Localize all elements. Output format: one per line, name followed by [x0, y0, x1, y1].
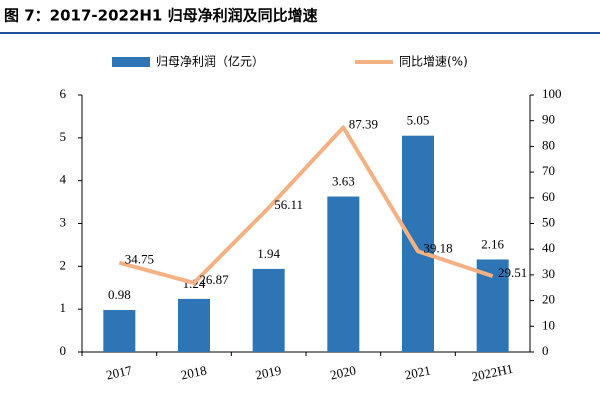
line-value-label: 26.87 [199, 272, 229, 287]
y2-tick-label: 20 [542, 292, 555, 307]
y2-tick-label: 60 [542, 189, 555, 204]
y2-tick-label: 30 [542, 266, 555, 281]
x-tick-label: 2017 [105, 362, 134, 382]
line [118, 125, 494, 285]
chart-title: 图 7：2017-2022H1 归母净利润及同比增速 [4, 7, 318, 25]
x-tick-label: 2020 [329, 362, 358, 382]
y-tick-label: 4 [60, 172, 67, 187]
bar [327, 196, 360, 352]
x-tick-label: 2021 [403, 362, 432, 382]
y2-tick-label: 0 [542, 343, 549, 358]
y2-tick-label: 70 [542, 163, 555, 178]
bar-value-label: 3.63 [332, 173, 355, 188]
x-tick-label: 2022H1 [470, 361, 514, 384]
y2-tick-label: 40 [542, 240, 555, 255]
x-tick-label: 2018 [179, 362, 208, 382]
y2-tick-label: 80 [542, 137, 555, 152]
line-value-label: 56.11 [274, 197, 303, 212]
y2-tick-label: 90 [542, 112, 555, 127]
bar-value-label: 0.98 [108, 287, 131, 302]
bar-value-label: 2.16 [481, 236, 504, 251]
y-tick-label: 5 [60, 129, 67, 144]
y-tick-label: 6 [60, 86, 67, 101]
line-value-label: 87.39 [349, 116, 378, 131]
legend-label: 同比增速(%) [399, 55, 468, 69]
y-tick-label: 0 [60, 343, 67, 358]
y2-tick-label: 10 [542, 317, 555, 332]
bar [103, 310, 136, 352]
bar-value-label: 5.05 [407, 113, 430, 128]
legend-swatch [112, 57, 150, 67]
line-value-label: 29.51 [498, 265, 527, 280]
line-value-label: 39.18 [423, 240, 452, 255]
bar [178, 298, 210, 352]
bar [402, 135, 434, 352]
bar [252, 268, 285, 352]
y2-tick-label: 100 [542, 86, 562, 101]
y-tick-label: 3 [60, 214, 67, 229]
y-tick-label: 2 [60, 257, 67, 272]
y2-tick-label: 50 [542, 214, 555, 229]
y-tick-label: 1 [60, 300, 67, 315]
bar-value-label: 1.94 [257, 246, 280, 261]
x-tick-label: 2019 [254, 362, 283, 382]
line-value-label: 34.75 [125, 252, 154, 267]
legend-label: 归母净利润（亿元） [156, 54, 264, 69]
